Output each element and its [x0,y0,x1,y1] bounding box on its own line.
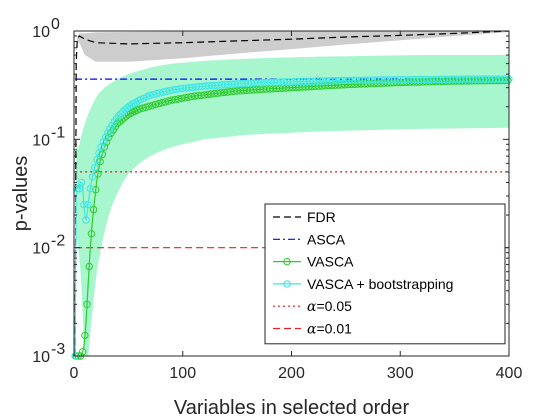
x-tick-label-0: 0 [70,365,79,382]
marker-3-30 [136,96,145,104]
legend-label-1: ASCA [307,231,346,247]
marker-2-12 [98,150,107,159]
marker-2-4 [81,331,89,340]
marker-3-20 [114,112,123,120]
legend-label-4: α=0.05 [307,298,352,315]
legend-label-3: VASCA + bootstrapping [307,276,453,292]
marker-3-6 [84,200,92,209]
marker-3-3 [77,178,86,187]
y-tick-label-0: 10 [32,349,50,366]
marker-2-15 [105,133,113,142]
marker-2-31 [142,103,150,112]
marker-3-8 [88,173,97,181]
marker-2-8 [89,205,98,214]
marker-2-33 [148,101,157,110]
x-tick-label-4: 400 [496,365,523,382]
legend-label-5: α=0.01 [307,321,352,338]
y-tick-label-1: 10 [32,241,50,258]
y-tick-exp-3: 0 [51,16,60,33]
marker-3-15 [104,129,112,137]
series-line-3 [74,30,510,357]
y-tick-label-2: 10 [32,132,50,149]
legend-label-0: FDR [307,209,336,225]
legend-box [264,203,506,345]
x-axis-ticks: 0 100 200 300 400 [70,31,523,382]
marker-2-6 [85,262,93,271]
marker-2-35 [155,99,163,108]
marker-3-2 [75,185,84,193]
x-tick-label-2: 200 [278,365,305,382]
marker-3-13 [99,138,108,146]
marker-2-5 [83,300,91,308]
marker-3-10 [93,156,101,164]
marker-3-23 [121,106,129,114]
marker-3-22 [119,108,127,116]
y-axis-title: p-values [10,156,32,232]
x-tick-label-1: 100 [169,365,196,382]
y-tick-exp-2: -1 [51,124,65,141]
band-3 [75,55,509,356]
marker-2-36 [158,99,166,107]
marker-2-29 [135,105,144,113]
marker-3-5 [82,216,90,224]
marker-2-13 [100,143,109,151]
x-axis-title: Variables in selected order [174,397,410,419]
marker-2-3 [79,348,87,356]
legend-marker-2 [283,257,291,266]
marker-3-21 [117,110,125,118]
x-tick-label-3: 300 [387,365,414,382]
marker-3-4 [80,200,88,209]
legend-marker-3 [283,280,291,288]
legend: FDR ASCA VASCA VASCA + bootstrapping α=0.05 α… [264,203,506,345]
marker-2-9 [92,186,100,194]
y-tick-exp-1: -2 [51,233,65,250]
marker-3-9 [91,163,99,172]
marker-3-33 [146,91,154,100]
marker-3-7 [86,185,95,193]
y-tick-exp-0: -3 [51,341,65,358]
marker-2-32 [145,102,153,111]
marker-2-30 [138,104,147,112]
legend-label-2: VASCA [307,254,354,270]
confidence-bands [75,31,509,356]
marker-2-37 [161,98,170,106]
marker-3-16 [106,125,114,133]
marker-2-141 [500,76,509,85]
y-tick-label-3: 10 [32,24,50,41]
series-markers [71,75,513,360]
marker-2-34 [151,100,160,109]
marker-3-31 [139,94,148,102]
marker-2-14 [102,138,111,146]
marker-2-7 [87,230,96,238]
marker-3-14 [101,133,110,141]
